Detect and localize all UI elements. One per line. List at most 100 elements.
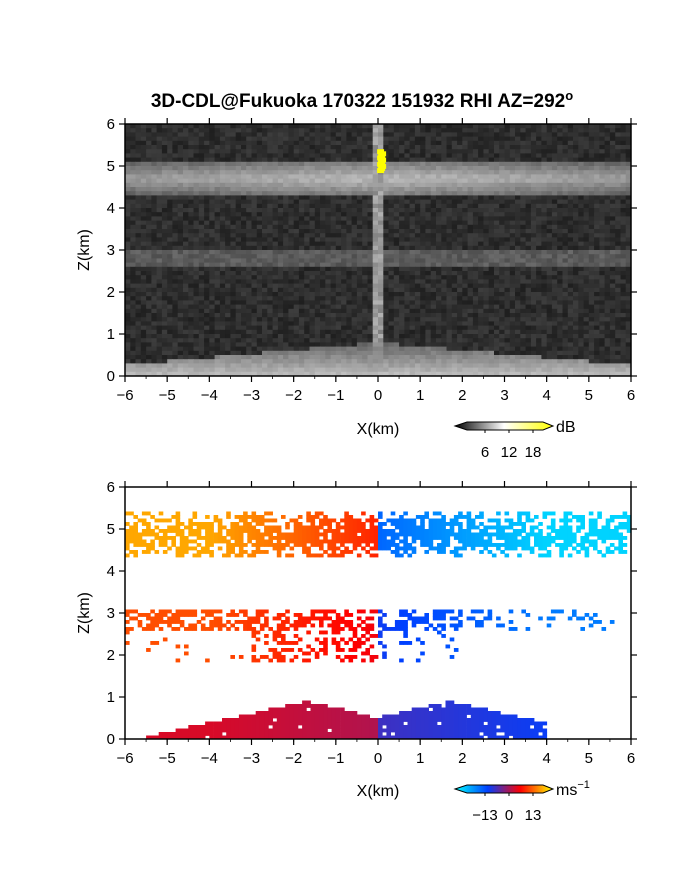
db-cell bbox=[536, 313, 542, 318]
db-cell bbox=[293, 187, 300, 192]
db-cell bbox=[399, 300, 405, 305]
db-cell bbox=[272, 203, 279, 209]
db-cell bbox=[235, 195, 242, 200]
db-cell bbox=[230, 208, 237, 213]
db-cell bbox=[314, 271, 321, 276]
db-cell bbox=[293, 233, 300, 238]
db-cell bbox=[335, 178, 342, 184]
db-cell bbox=[599, 136, 606, 142]
db-cell bbox=[367, 287, 374, 293]
db-cell bbox=[283, 187, 289, 192]
db-cell bbox=[219, 271, 226, 276]
db-cell bbox=[383, 258, 389, 263]
db-cell bbox=[372, 203, 379, 209]
db-cell bbox=[262, 292, 268, 297]
db-cell bbox=[367, 338, 374, 343]
db-cell bbox=[177, 262, 184, 268]
db-cell bbox=[530, 245, 537, 251]
db-cell bbox=[225, 287, 231, 293]
db-cell bbox=[378, 300, 384, 305]
db-cell bbox=[283, 237, 289, 242]
db-cell bbox=[304, 157, 310, 163]
db-cell bbox=[562, 166, 569, 171]
db-cell bbox=[161, 220, 168, 226]
db-cell bbox=[298, 254, 305, 259]
db-cell bbox=[356, 275, 363, 280]
db-cell bbox=[414, 157, 421, 163]
db-cell bbox=[246, 279, 252, 284]
db-cell bbox=[462, 304, 468, 310]
db-cell bbox=[546, 224, 553, 230]
db-cell bbox=[520, 128, 526, 133]
db-cell bbox=[214, 250, 221, 255]
db-cell bbox=[161, 262, 168, 268]
db-cell bbox=[304, 275, 310, 280]
db-cell bbox=[551, 220, 558, 226]
db-cell bbox=[436, 237, 442, 242]
db-cell bbox=[293, 262, 300, 268]
db-cell bbox=[420, 321, 426, 326]
db-cell bbox=[351, 170, 358, 175]
db-cell bbox=[462, 258, 468, 263]
db-cell bbox=[599, 287, 606, 293]
db-cell bbox=[356, 178, 363, 184]
db-cell bbox=[351, 140, 358, 146]
db-cell bbox=[499, 153, 505, 158]
db-cell bbox=[509, 271, 516, 276]
db-cell bbox=[351, 283, 358, 289]
db-cell bbox=[588, 329, 595, 335]
db-cell bbox=[620, 317, 627, 322]
db-cell bbox=[193, 308, 200, 314]
db-cell bbox=[515, 313, 521, 318]
db-cell bbox=[351, 304, 358, 310]
db-cell bbox=[214, 296, 221, 301]
db-cell bbox=[472, 308, 479, 314]
db-cell bbox=[525, 208, 532, 213]
db-cell bbox=[241, 329, 247, 335]
db-cell bbox=[499, 195, 505, 200]
db-cell bbox=[436, 325, 442, 331]
db-cell bbox=[573, 212, 579, 217]
db-cell bbox=[525, 313, 532, 318]
db-cell bbox=[256, 153, 263, 158]
db-cell bbox=[378, 334, 384, 339]
db-cell bbox=[341, 279, 347, 284]
db-cell bbox=[267, 233, 273, 238]
db-cell bbox=[430, 287, 437, 293]
db-cell bbox=[483, 161, 490, 167]
db-cell bbox=[504, 245, 511, 251]
db-cell bbox=[235, 132, 242, 137]
db-cell bbox=[304, 317, 310, 322]
db-cell bbox=[615, 140, 621, 146]
db-cell bbox=[262, 321, 268, 326]
db-cell bbox=[188, 233, 194, 238]
db-cell bbox=[283, 136, 289, 142]
db-cell bbox=[241, 237, 247, 242]
db-cell bbox=[504, 304, 511, 310]
db-cell bbox=[177, 199, 184, 205]
db-cell bbox=[172, 224, 179, 230]
db-cell bbox=[351, 178, 358, 184]
db-cell bbox=[378, 145, 384, 150]
db-cell bbox=[451, 287, 458, 293]
db-cell bbox=[557, 313, 563, 318]
db-cell bbox=[161, 241, 168, 247]
db-cell bbox=[588, 170, 595, 175]
db-cell bbox=[372, 132, 379, 137]
db-cell bbox=[277, 266, 284, 272]
db-cell bbox=[362, 182, 368, 188]
db-cell bbox=[314, 178, 321, 184]
db-cell bbox=[478, 308, 484, 314]
db-cell bbox=[267, 170, 273, 175]
db-cell bbox=[457, 271, 463, 276]
db-cell bbox=[272, 128, 279, 133]
db-cell bbox=[341, 258, 347, 263]
db-cell bbox=[167, 199, 173, 205]
db-cell bbox=[409, 292, 416, 297]
db-cell bbox=[351, 308, 358, 314]
db-cell bbox=[219, 161, 226, 167]
db-cell bbox=[393, 128, 400, 133]
db-cell bbox=[251, 304, 258, 310]
db-cell bbox=[515, 287, 521, 293]
db-cell bbox=[283, 224, 289, 230]
